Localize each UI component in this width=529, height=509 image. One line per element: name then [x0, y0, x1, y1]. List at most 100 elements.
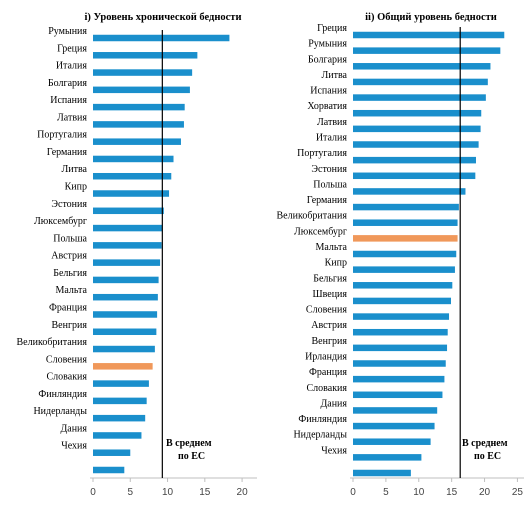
bar: [353, 407, 438, 414]
category-label: Венгрия: [51, 320, 87, 331]
bar: [353, 313, 450, 320]
category-label: Румыния: [308, 39, 347, 50]
bar: [93, 172, 172, 180]
bar: [353, 454, 422, 461]
category-label: Финляндия: [38, 389, 87, 400]
category-label: Великобритания: [277, 211, 348, 222]
bar: [93, 276, 159, 284]
bar: [93, 34, 230, 42]
bar: [353, 31, 505, 39]
chart-panel-chronic-poverty: i) Уровень хронической бедности 0 5 10 15 20 Р…: [17, 12, 257, 498]
x-tick-label: 5: [383, 487, 389, 498]
bar: [353, 78, 488, 86]
category-label: Словения: [46, 354, 87, 365]
category-label: Бельгия: [53, 268, 87, 279]
x-tick-label: 5: [127, 487, 133, 498]
eu-average-label: В среднем: [462, 438, 508, 449]
category-label: Франция: [49, 302, 87, 313]
bar: [353, 188, 466, 195]
x-tick-label: 0: [350, 487, 356, 498]
bar: [353, 203, 459, 211]
x-tick-label: 0: [90, 487, 96, 498]
bar: [353, 438, 431, 445]
bar: [93, 103, 185, 111]
bar: [353, 109, 482, 117]
bar: [93, 121, 184, 128]
eu-average-label: В среднем: [166, 438, 212, 449]
category-label: Германия: [307, 195, 348, 206]
category-label: Словакия: [307, 383, 348, 394]
category-label: Финляндия: [298, 414, 347, 425]
bar: [353, 63, 491, 70]
bar: [93, 380, 149, 387]
x-tick-label: 15: [446, 487, 458, 498]
bar: [93, 259, 161, 266]
chart-title: ii) Общий уровень бедности: [365, 12, 497, 23]
category-label: Греция: [317, 23, 347, 34]
bar: [93, 207, 164, 215]
category-label: Бельгия: [313, 273, 347, 284]
category-label: Германия: [47, 147, 88, 158]
category-label: Чехия: [321, 445, 347, 456]
category-label: Кипр: [65, 182, 87, 193]
category-label: Литва: [321, 70, 347, 81]
category-label: Люксембург: [34, 216, 87, 227]
category-label: Мальта: [55, 285, 87, 296]
category-label: Хорватия: [307, 101, 347, 112]
category-label: Литва: [61, 164, 87, 175]
bar: [353, 250, 457, 258]
bar: [93, 311, 158, 318]
category-label: Румыния: [48, 26, 87, 37]
category-label: Люксембург: [294, 226, 347, 237]
bar: [93, 69, 193, 76]
category-label: Италия: [316, 133, 348, 144]
bar: [93, 242, 162, 249]
category-label: Латвия: [57, 112, 87, 123]
bar: [93, 155, 174, 163]
category-label: Нидерланды: [33, 406, 87, 417]
category-label: Польша: [53, 233, 87, 244]
bar: [93, 397, 147, 405]
bar: [353, 328, 448, 336]
bar: [93, 328, 157, 336]
bar: [93, 138, 181, 145]
x-tick-label: 20: [237, 487, 249, 498]
chart-panel-overall-poverty: ii) Общий уровень бедности 0 5 10 15 20 25 Грец…: [277, 12, 524, 498]
category-label: Австрия: [311, 320, 347, 331]
category-label: Португалия: [37, 130, 87, 141]
category-label: Франция: [309, 367, 347, 378]
category-label: Кипр: [325, 258, 347, 269]
bar: [353, 235, 458, 242]
category-label: Великобритания: [17, 337, 88, 348]
bar: [353, 141, 479, 148]
bar: [353, 282, 453, 289]
bar: [353, 266, 455, 273]
chart-title: i) Уровень хронической бедности: [84, 12, 241, 23]
bar: [353, 469, 411, 477]
bar: [353, 360, 446, 367]
bar: [93, 293, 158, 301]
bar: [93, 224, 163, 232]
category-label: Австрия: [51, 251, 87, 262]
bar: [353, 422, 435, 430]
category-label: Дания: [60, 423, 87, 434]
bar: [353, 375, 445, 383]
category-label: Италия: [56, 61, 88, 72]
category-label: Словакия: [47, 372, 88, 383]
category-label: Болгария: [308, 54, 347, 65]
x-tick-label: 25: [512, 487, 524, 498]
bar: [353, 297, 451, 305]
bar: [93, 345, 155, 353]
bar: [353, 47, 501, 54]
bar: [93, 414, 146, 422]
category-label: Мальта: [315, 242, 347, 253]
bar: [353, 391, 443, 399]
x-tick-label: 10: [413, 487, 425, 498]
bar: [93, 52, 198, 59]
bar: [353, 156, 476, 164]
category-label: Ирландия: [305, 352, 347, 363]
category-label: Испания: [310, 86, 347, 97]
x-tick-label: 10: [162, 487, 174, 498]
category-label: Венгрия: [311, 336, 347, 347]
category-label: Дания: [320, 398, 347, 409]
